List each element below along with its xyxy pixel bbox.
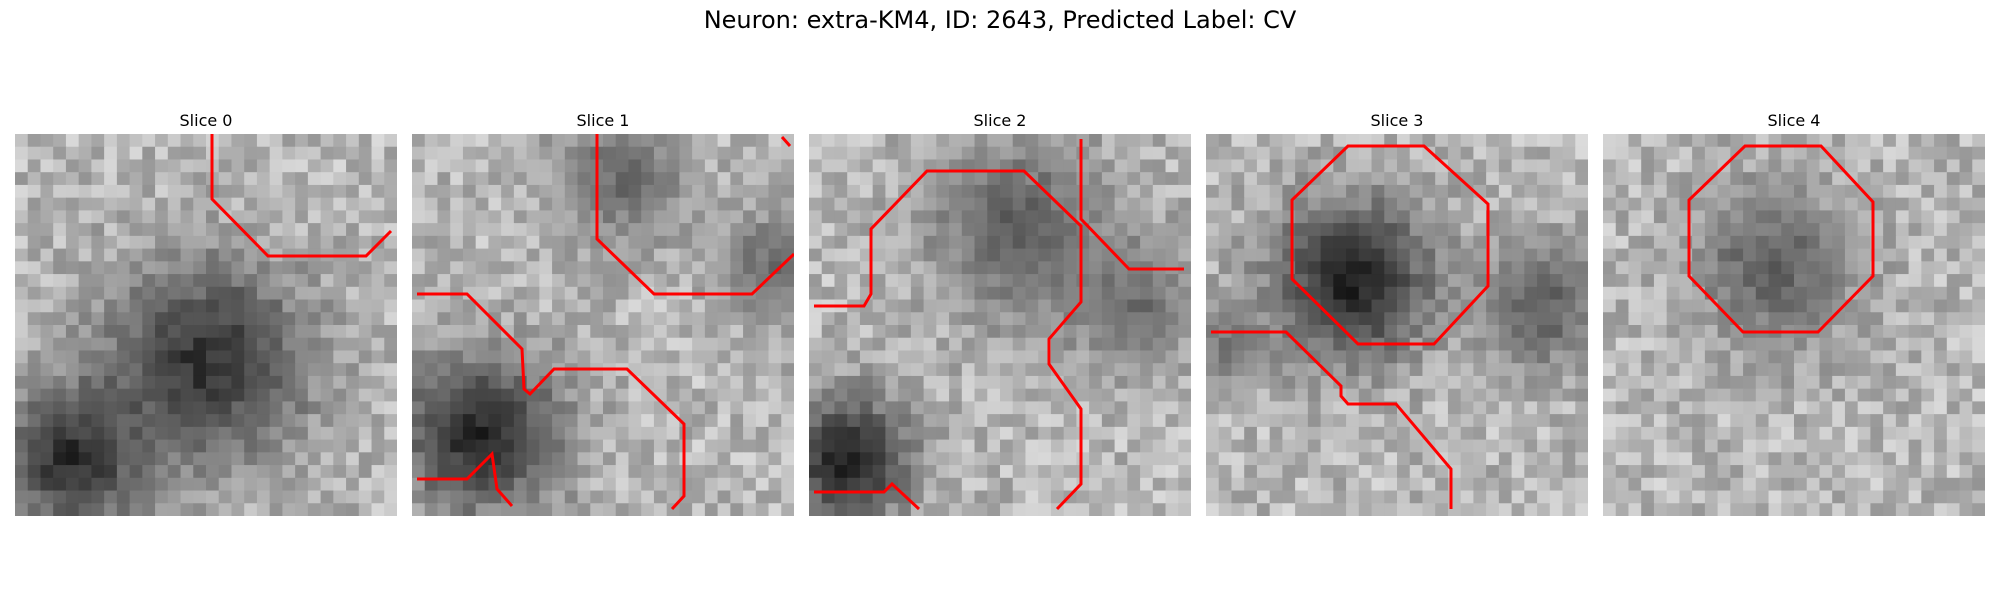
contour-line: [417, 292, 686, 511]
contour-line: [1687, 144, 1875, 334]
contour-line: [1211, 330, 1453, 509]
panel-slice-0: Slice 0: [15, 110, 397, 516]
panel-slice-3: Slice 3: [1206, 110, 1588, 516]
panel-slice-2: Slice 2: [809, 110, 1191, 516]
panel-title: Slice 2: [973, 111, 1027, 130]
panel-title: Slice 1: [576, 111, 630, 130]
contour-line: [780, 136, 792, 147]
panel-title: Slice 4: [1767, 111, 1821, 130]
slice-image: [1206, 134, 1588, 516]
pixel-grid: [1206, 134, 1588, 516]
panel-slice-4: Slice 4: [1603, 110, 1985, 516]
contour-line: [417, 450, 514, 507]
pixel-grid: [15, 134, 397, 516]
figure-title: Neuron: extra-KM4, ID: 2643, Predicted L…: [703, 6, 1297, 34]
slice-image: [1603, 134, 1985, 516]
panel-title: Slice 3: [1370, 111, 1424, 130]
contour-line: [1079, 139, 1184, 271]
pixel-grid: [1603, 134, 1985, 516]
slice-image: [15, 134, 397, 516]
pixel-grid: [809, 134, 1191, 516]
contour-line: [595, 134, 794, 296]
panel-title: Slice 0: [179, 111, 233, 130]
contour-line: [814, 481, 921, 511]
pixel-grid: [412, 134, 794, 516]
contour-line: [1290, 144, 1490, 346]
slice-image: [809, 134, 1191, 516]
panel-slice-1: Slice 1: [412, 110, 794, 516]
slice-image: [412, 134, 794, 516]
contour-line: [210, 134, 393, 258]
contour-line: [814, 169, 1083, 511]
